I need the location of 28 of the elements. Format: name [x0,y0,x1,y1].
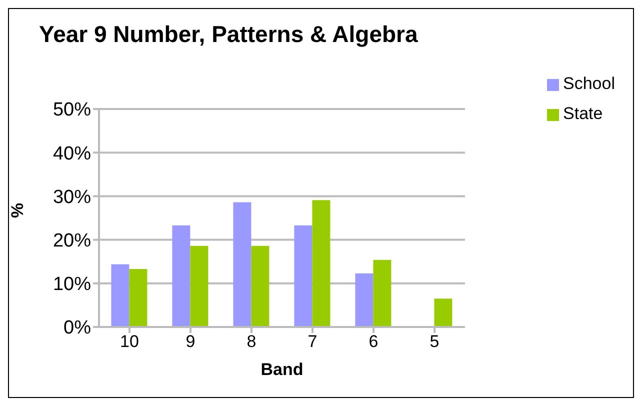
legend-label: School [563,74,615,93]
x-tick-label: 9 [186,332,196,352]
x-tick-label: 10 [120,332,139,352]
y-tick-label: 10% [52,274,92,296]
x-tick-label: 5 [430,332,440,352]
bar [111,264,130,327]
bar [434,298,452,327]
chart-title: Year 9 Number, Patterns & Algebra [39,21,418,48]
y-tick-label: 20% [52,230,92,252]
x-tick-label: 8 [246,332,256,352]
x-tick-label: 6 [368,332,378,352]
bar [294,225,312,327]
y-tick-label: 40% [52,143,92,164]
legend-label: State [563,104,603,123]
x-axis-title: Band [260,360,304,379]
y-tick-label: 50% [52,100,92,121]
bar [233,202,252,327]
bar [312,200,330,327]
x-tick-label: 7 [308,332,318,352]
y-tick-label: 30% [52,186,92,208]
bar [172,225,190,327]
bar [129,269,148,327]
y-tick-label: 0% [64,318,92,339]
bar [373,260,392,327]
bar [251,246,270,327]
bar [355,273,374,327]
bar [190,246,208,327]
y-axis-title: % [8,202,28,218]
